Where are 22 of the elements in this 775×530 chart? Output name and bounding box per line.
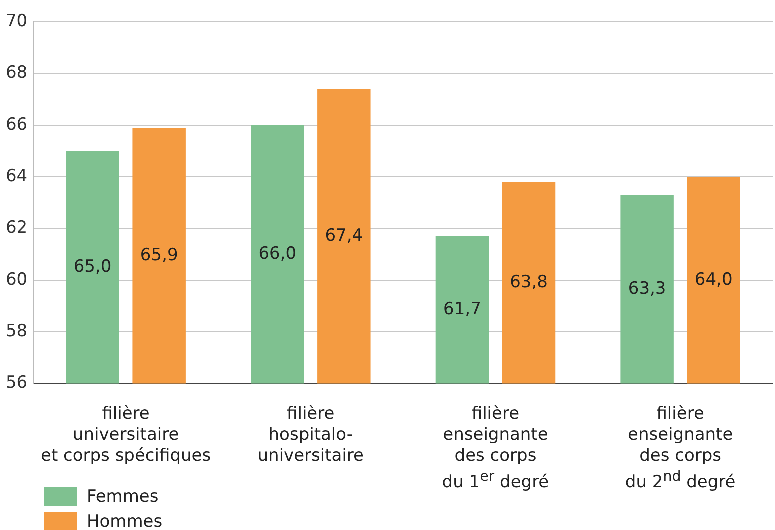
y-tick-label: 60: [6, 270, 28, 290]
legend-label: Femmes: [87, 486, 159, 506]
y-tick-label: 62: [6, 218, 28, 238]
text: 61,7: [444, 300, 482, 320]
text: 66,0: [258, 244, 297, 264]
y-tick-label: 58: [6, 322, 28, 342]
text: 65,9: [140, 245, 178, 266]
text: 63,3: [628, 278, 666, 299]
text: 64,0: [694, 270, 733, 290]
text: 65,0: [74, 256, 112, 277]
y-tick-label: 66: [6, 114, 28, 135]
x-tick-label: filière hospitalo- universitaire: [256, 404, 366, 467]
x-tick-label: filière enseignante des corps du 2$^{nd}$ degré: [624, 404, 737, 494]
x-tick-label: filière enseignante des corps du 1$^{er}$ degré: [441, 404, 550, 494]
y-tick-label: 70: [6, 11, 28, 32]
y-tick-label: 68: [6, 63, 28, 84]
text: 67,4: [325, 226, 364, 246]
y-tick-label: 64: [6, 166, 28, 186]
x-tick-label: filière universitaire et corps spécifiques: [40, 404, 212, 467]
text: 63,8: [510, 272, 548, 292]
legend-label: Hommes: [87, 512, 163, 530]
y-tick-label: 56: [6, 373, 28, 394]
